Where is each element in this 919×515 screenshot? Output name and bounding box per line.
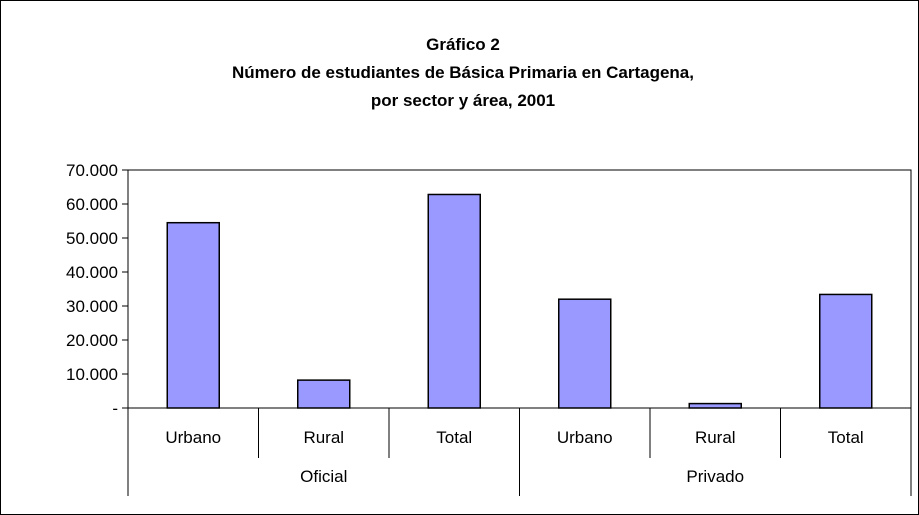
y-tick-label: 50.000 [66, 229, 118, 248]
y-tick-label: 20.000 [66, 331, 118, 350]
plot-area [127, 169, 912, 409]
y-tick-label: - [112, 399, 118, 418]
x-category-label: Urbano [165, 428, 221, 447]
x-category-label: Total [828, 428, 864, 447]
chart-title-line: Número de estudiantes de Básica Primaria… [232, 63, 694, 82]
x-category-label: Rural [695, 428, 736, 447]
y-tick-label: 60.000 [66, 195, 118, 214]
bar [297, 379, 351, 409]
x-category-label: Urbano [557, 428, 613, 447]
bar [688, 402, 742, 409]
bar [166, 221, 220, 409]
bar [819, 293, 873, 409]
chart-title-line: por sector y área, 2001 [371, 91, 555, 110]
y-tick-label: 70.000 [66, 161, 118, 180]
x-category-label: Total [436, 428, 472, 447]
x-group-label: Oficial [300, 467, 347, 486]
y-tick-label: 30.000 [66, 297, 118, 316]
y-tick-label: 40.000 [66, 263, 118, 282]
chart-title-line: Gráfico 2 [426, 35, 500, 54]
x-group-label: Privado [686, 467, 744, 486]
bar [558, 298, 612, 409]
x-category-label: Rural [303, 428, 344, 447]
bar [427, 193, 481, 409]
y-tick-label: 10.000 [66, 365, 118, 384]
